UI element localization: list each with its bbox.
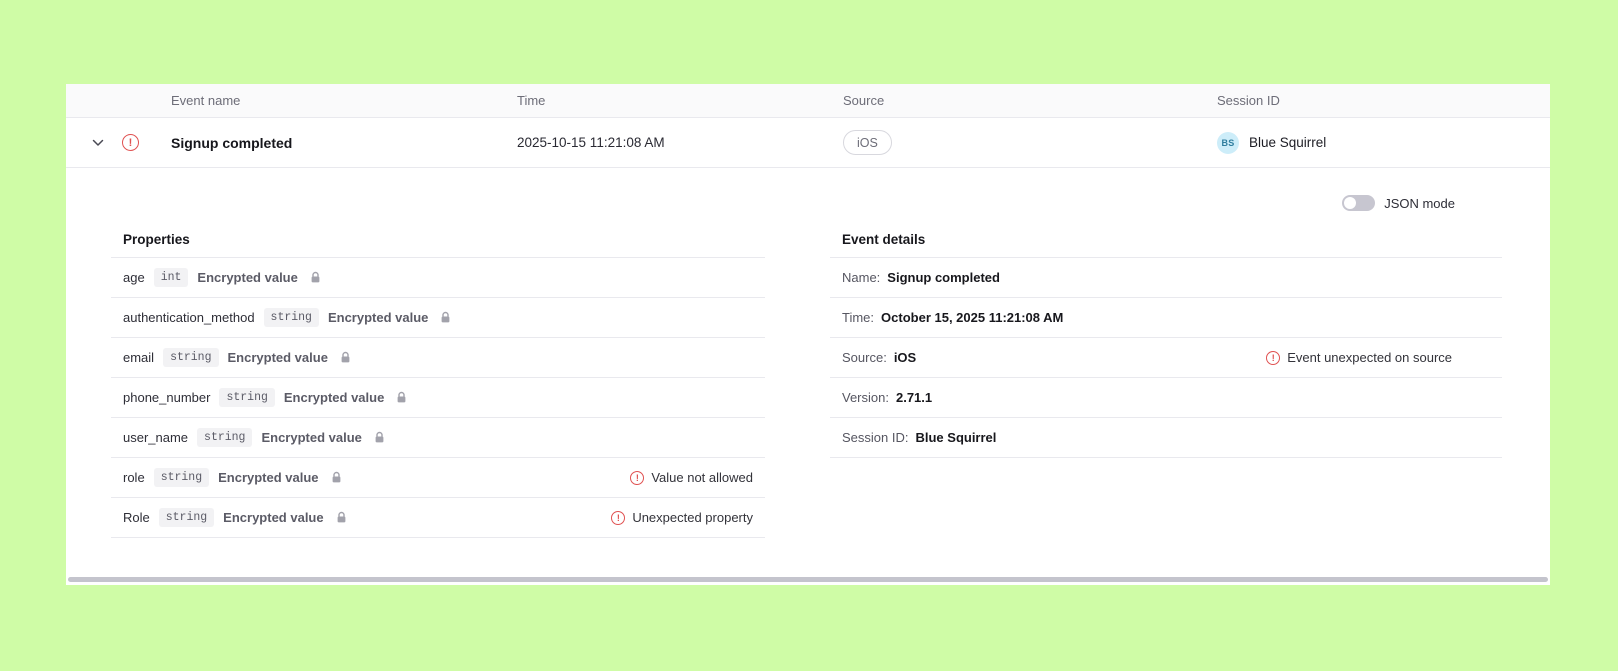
events-panel: Event name Time Source Session ID ! Sign… [66, 84, 1550, 585]
detail-error: ! Event unexpected on source [1266, 350, 1452, 365]
detail-label: Name: [842, 270, 881, 285]
event-row[interactable]: ! Signup completed 2025-10-15 11:21:08 A… [66, 118, 1550, 168]
detail-row: Version: 2.71.1 [830, 378, 1502, 418]
property-row: age int Encrypted value [111, 258, 765, 298]
property-value: Encrypted value [197, 270, 298, 285]
error-icon: ! [630, 470, 645, 485]
col-header-event-name: Event name [171, 93, 241, 108]
detail-row: Source: iOS ! Event unexpected on source [830, 338, 1502, 378]
session-cell: BS Blue Squirrel [1217, 131, 1550, 154]
property-name: authentication_method [123, 310, 255, 325]
lock-icon [373, 431, 386, 444]
col-header-session-id: Session ID [1217, 93, 1280, 108]
property-type-badge: string [219, 388, 275, 407]
property-name: email [123, 350, 155, 365]
property-value: Encrypted value [218, 470, 319, 485]
event-warning-icon: ! [122, 134, 139, 151]
table-header: Event name Time Source Session ID [66, 84, 1550, 118]
detail-value: Blue Squirrel [915, 430, 997, 445]
error-icon: ! [611, 510, 626, 525]
lock-icon [309, 271, 322, 284]
property-type-badge: int [153, 268, 189, 287]
source-badge: iOS [843, 130, 892, 155]
properties-title: Properties [111, 222, 765, 258]
property-name: age [123, 270, 145, 285]
error-text: Unexpected property [632, 510, 753, 525]
error-text: Value not allowed [651, 470, 753, 485]
error-text: Event unexpected on source [1287, 350, 1452, 365]
property-row: authentication_method string Encrypted v… [111, 298, 765, 338]
col-header-time: Time [517, 93, 546, 108]
property-name: phone_number [123, 390, 211, 405]
detail-label: Version: [842, 390, 889, 405]
property-value: Encrypted value [261, 430, 362, 445]
property-value: Encrypted value [227, 350, 328, 365]
property-name: Role [123, 510, 150, 525]
property-row: phone_number string Encrypted value [111, 378, 765, 418]
lock-icon [339, 351, 352, 364]
horizontal-scrollbar-track [66, 576, 1550, 585]
session-name: Blue Squirrel [1249, 135, 1327, 150]
property-row: Role string Encrypted value ! Unexpected… [111, 498, 765, 538]
property-row: user_name string Encrypted value [111, 418, 765, 458]
property-name: user_name [123, 430, 189, 445]
detail-label: Session ID: [842, 430, 909, 445]
session-avatar: BS [1217, 131, 1239, 154]
event-details-title: Event details [830, 222, 1502, 258]
lock-icon [439, 311, 452, 324]
lock-icon [335, 511, 348, 524]
horizontal-scrollbar[interactable] [68, 577, 1548, 582]
property-row: role string Encrypted value ! Value not … [111, 458, 765, 498]
lock-icon [330, 471, 343, 484]
chevron-down-icon[interactable] [90, 135, 106, 151]
property-value: Encrypted value [283, 390, 385, 405]
detail-row: Time: October 15, 2025 11:21:08 AM [830, 298, 1502, 338]
property-row: email string Encrypted value [111, 338, 765, 378]
properties-section: Properties age int Encrypted value authe… [111, 222, 765, 538]
lock-icon [395, 391, 408, 404]
detail-label: Source: [842, 350, 887, 365]
json-mode-row: JSON mode [66, 195, 1550, 211]
property-value: Encrypted value [327, 310, 429, 325]
event-time: 2025-10-15 11:21:08 AM [517, 135, 665, 150]
property-type-badge: string [197, 428, 253, 447]
toggle-knob [1344, 197, 1357, 209]
json-mode-label: JSON mode [1384, 195, 1455, 211]
detail-value: Signup completed [887, 270, 1000, 285]
event-details-section: Event details Name: Signup completed Tim… [830, 222, 1502, 538]
property-type-badge: string [153, 468, 210, 487]
property-value: Encrypted value [223, 510, 324, 525]
error-icon: ! [1266, 350, 1281, 365]
property-type-badge: string [158, 508, 215, 527]
detail-value: iOS [893, 350, 917, 365]
event-expanded-detail: JSON mode Properties age int Encrypted v… [66, 168, 1550, 585]
detail-label: Time: [842, 310, 875, 325]
property-name: role [123, 470, 145, 485]
detail-row: Session ID: Blue Squirrel [830, 418, 1502, 458]
property-error: ! Unexpected property [611, 510, 753, 525]
property-type-badge: string [163, 348, 219, 367]
event-name: Signup completed [171, 134, 293, 151]
json-mode-toggle[interactable] [1342, 195, 1376, 211]
detail-value: October 15, 2025 11:21:08 AM [881, 310, 1064, 325]
detail-value: 2.71.1 [895, 390, 933, 405]
property-error: ! Value not allowed [630, 470, 753, 485]
detail-row: Name: Signup completed [830, 258, 1502, 298]
col-header-source: Source [843, 93, 885, 108]
property-type-badge: string [263, 308, 319, 327]
